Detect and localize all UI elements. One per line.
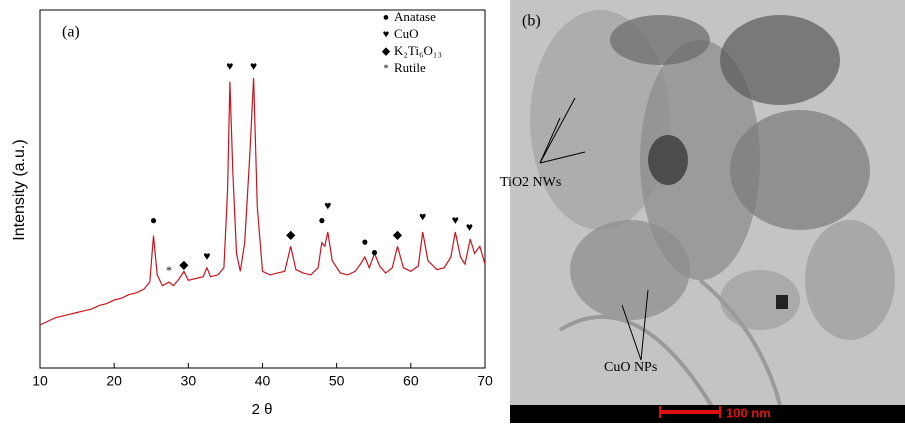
x-tick-label: 60 [403,373,419,389]
panel-label: (a) [62,24,80,41]
x-tick-label: 20 [106,373,122,389]
image-label: TiO2 NWs [500,175,561,190]
x-tick-label: 50 [329,373,345,389]
x-axis-label: 2 θ [252,401,273,418]
scale-bar-label: 100 nm [726,405,771,420]
legend-symbol: ● [383,12,390,24]
xrd-line [39,77,486,326]
legend-label: Rutile [394,60,426,75]
x-tick-label: 70 [477,373,493,389]
x-tick-label: 30 [181,373,197,389]
y-axis-label: Intensity (a.u.) [11,139,28,240]
peak-marker: ◆ [286,227,296,241]
legend-label: CuO [394,26,419,41]
peak-marker: ♥ [466,220,473,234]
peak-marker: ● [371,245,378,259]
x-tick-label: 40 [255,373,271,389]
peak-marker: ◆ [179,258,189,272]
peak-marker: ● [361,234,368,248]
peak-marker: * [166,263,172,277]
peak-marker: ♥ [250,59,257,73]
legend-label: K₂Ti₆O₁₃ [394,43,442,58]
legend-symbol: ◆ [382,46,391,58]
peak-marker: ♥ [452,213,459,227]
peak-marker: ◆ [393,227,403,241]
legend-label: Anatase [394,9,436,24]
peak-marker: ♥ [419,209,426,223]
legend: ● Anatase ♥ CuO◆ K₂Ti₆O₁₃ * Rutile [382,9,442,75]
peak-marker: ♥ [226,59,233,73]
peak-marker: ● [150,213,157,227]
peak-marker: ● [318,213,325,227]
panel-label: (b) [522,13,541,30]
x-tick-label: 10 [32,373,48,389]
tem-image [510,0,905,423]
image-label: CuO NPs [604,360,657,375]
peak-marker: ♥ [324,199,331,213]
legend-symbol: * [383,63,389,75]
legend-symbol: ♥ [383,29,390,41]
peak-marker: ♥ [203,249,210,263]
